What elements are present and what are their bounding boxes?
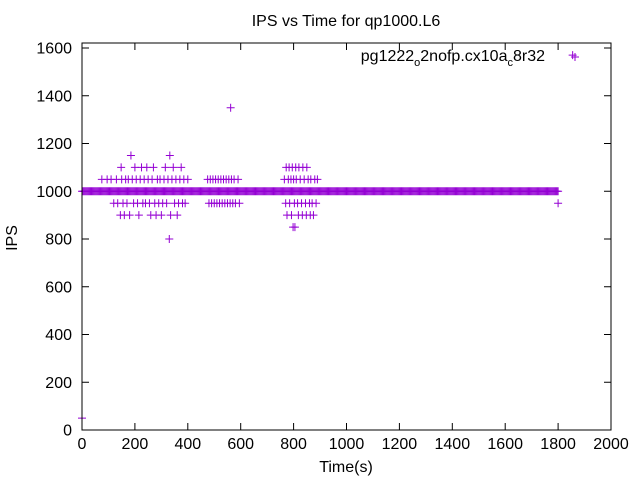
chart-title: IPS vs Time for qp1000.L6 [252, 13, 441, 30]
data-point [177, 163, 186, 172]
y-tick-label: 200 [45, 375, 72, 392]
data-point [149, 163, 158, 172]
x-tick-label: 1800 [540, 436, 576, 453]
y-tick-label: 400 [45, 327, 72, 344]
x-tick-label: 600 [227, 436, 254, 453]
x-tick-label: 200 [122, 436, 149, 453]
data-point [126, 151, 135, 160]
data-point [554, 199, 563, 208]
y-tick-label: 1600 [36, 41, 72, 58]
axis-ticks: 0 200 400 600 800 1000 1200 1400 1600 1800 2000 0 20… [36, 41, 628, 454]
data-point [134, 211, 143, 220]
data-point [125, 211, 134, 220]
legend-label-part: pg1222 [361, 48, 414, 65]
plot-border [81, 42, 612, 431]
data-point [162, 199, 171, 208]
y-tick-label: 1200 [36, 136, 72, 153]
y-tick-label: 600 [45, 279, 72, 296]
x-tick-label: 800 [280, 436, 307, 453]
legend-label-part: 2nofp.cx10a [420, 48, 507, 65]
data-point [181, 199, 190, 208]
data-point [234, 175, 243, 184]
data-point [309, 211, 318, 220]
data-point [157, 211, 166, 220]
legend-marker [571, 53, 579, 61]
legend-label-subscript: c [507, 57, 513, 69]
y-tick-label: 0 [63, 423, 72, 440]
plot-area [78, 51, 577, 423]
data-point [302, 163, 311, 172]
data-point [554, 187, 563, 196]
data-point [290, 223, 299, 232]
legend: pg1222o2nofp.cx10ac8r32 [361, 48, 579, 69]
data-point [165, 151, 174, 160]
data-point [312, 199, 321, 208]
data-point [183, 175, 192, 184]
legend-label-part: 8r32 [513, 48, 545, 65]
data-point [169, 163, 178, 172]
y-axis-label: IPS [4, 225, 21, 251]
x-tick-label: 400 [174, 436, 201, 453]
y-tick-label: 800 [45, 232, 72, 249]
data-point [235, 199, 244, 208]
x-tick-label: 1600 [487, 436, 523, 453]
data-point [287, 211, 296, 220]
data-point [173, 211, 182, 220]
x-tick-label: 2000 [593, 436, 629, 453]
x-tick-label: 1400 [435, 436, 471, 453]
data-point [165, 235, 174, 243]
legend-marker-glyph [571, 53, 579, 61]
data-point [161, 163, 170, 172]
data-point [117, 163, 126, 172]
data-point [313, 175, 322, 184]
y-tick-label: 1000 [36, 184, 72, 201]
data-series [78, 51, 577, 423]
x-tick-label: 0 [78, 436, 87, 453]
x-axis-label: Time(s) [319, 459, 373, 476]
x-tick-label: 1000 [329, 436, 365, 453]
legend-label: pg1222o2nofp.cx10ac8r32 [361, 48, 545, 69]
x-tick-label: 1200 [382, 436, 418, 453]
legend-label-subscript: o [414, 57, 420, 69]
y-tick-label: 1400 [36, 88, 72, 105]
data-point [226, 103, 235, 112]
